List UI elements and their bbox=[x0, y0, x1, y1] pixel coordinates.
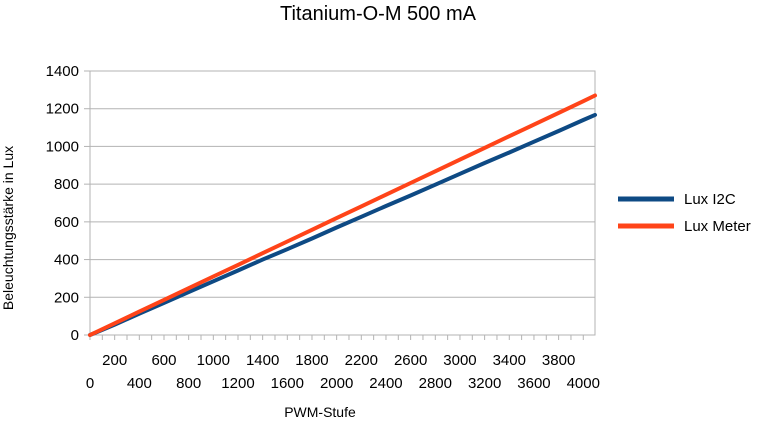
x-tick-label: 3200 bbox=[468, 375, 501, 392]
x-tick-label: 2400 bbox=[369, 375, 402, 392]
x-tick-label: 1800 bbox=[295, 352, 328, 369]
x-axis-ticks: 200 600 1000 1400 1800 2200 2600 3000 3400 3800 0 4… bbox=[86, 335, 600, 392]
legend: Lux I2C Lux Meter bbox=[618, 191, 751, 235]
y-tick-label: 1400 bbox=[46, 63, 79, 80]
x-tick-label: 600 bbox=[151, 352, 176, 369]
x-axis-label: PWM-Stufe bbox=[284, 404, 356, 420]
y-tick-label: 1200 bbox=[46, 101, 79, 118]
y-tick-label: 400 bbox=[54, 252, 79, 269]
legend-label: Lux Meter bbox=[684, 218, 751, 235]
series-line bbox=[88, 93, 597, 337]
x-tick-label: 1400 bbox=[246, 352, 279, 369]
x-tick-label: 1600 bbox=[271, 375, 304, 392]
y-axis-ticks: 0 200 400 600 800 1000 1200 1400 bbox=[46, 63, 90, 344]
x-tick-label: 2000 bbox=[320, 375, 353, 392]
x-tick-label: 2800 bbox=[419, 375, 452, 392]
grid-lines bbox=[90, 70, 595, 336]
x-tick-label: 2200 bbox=[345, 352, 378, 369]
y-tick-label: 800 bbox=[54, 176, 79, 193]
x-tick-label: 1000 bbox=[197, 352, 230, 369]
y-tick-label: 200 bbox=[54, 289, 79, 306]
y-tick-label: 600 bbox=[54, 214, 79, 231]
x-tick-label: 4000 bbox=[567, 375, 600, 392]
x-tick-label: 3400 bbox=[493, 352, 526, 369]
plot-area bbox=[89, 70, 596, 336]
x-tick-label: 2600 bbox=[394, 352, 427, 369]
y-tick-label: 1000 bbox=[46, 138, 79, 155]
x-tick-label: 200 bbox=[102, 352, 127, 369]
x-tick-label: 3600 bbox=[517, 375, 550, 392]
legend-label: Lux I2C bbox=[684, 191, 736, 208]
x-tick-label: 3800 bbox=[542, 352, 575, 369]
y-axis-label: Beleuchtungsstärke in Lux bbox=[0, 146, 16, 310]
x-tick-label: 0 bbox=[86, 375, 94, 392]
x-tick-label: 3000 bbox=[443, 352, 476, 369]
x-tick-label: 400 bbox=[127, 375, 152, 392]
x-tick-label: 800 bbox=[176, 375, 201, 392]
chart-title: Titanium-O-M 500 mA bbox=[280, 3, 477, 25]
x-tick-label: 1200 bbox=[221, 375, 254, 392]
series-lines bbox=[88, 93, 597, 337]
y-tick-label: 0 bbox=[71, 327, 79, 344]
series-line bbox=[88, 112, 597, 337]
